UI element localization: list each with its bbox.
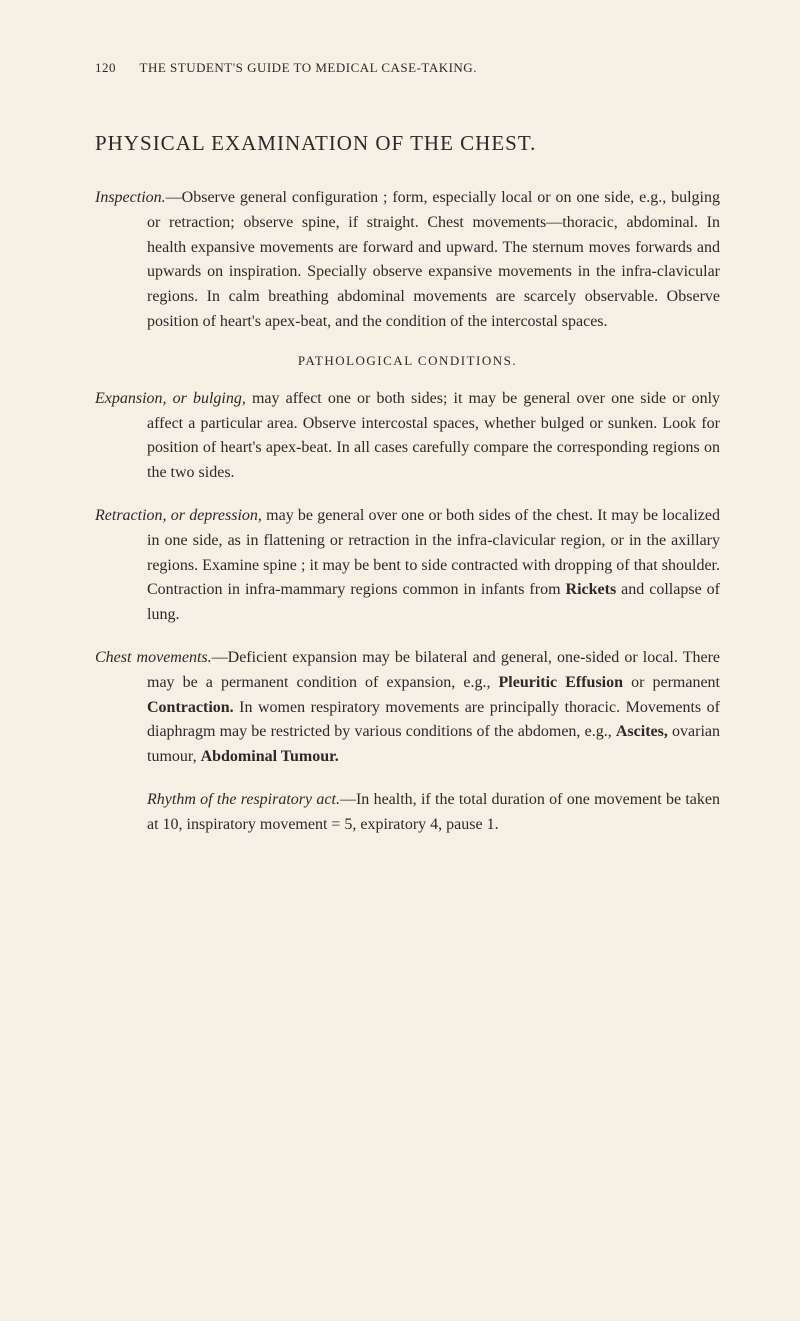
inspection-label: Inspection.	[95, 189, 166, 206]
retraction-section: Retraction, or depression, may be genera…	[95, 504, 720, 628]
chest-movements-bold1: Pleuritic Effusion	[499, 674, 624, 691]
retraction-label: Retraction,	[95, 507, 167, 524]
expansion-section: Expansion, or bulging, may affect one or…	[95, 387, 720, 486]
expansion-label2: or bulging,	[173, 390, 246, 407]
pathological-heading: PATHOLOGICAL CONDITIONS.	[95, 353, 720, 369]
running-header: 120 THE STUDENT'S GUIDE TO MEDICAL CASE-…	[95, 60, 720, 76]
header-title: THE STUDENT'S GUIDE TO MEDICAL CASE-TAKI…	[140, 60, 477, 75]
chest-movements-bold3: Ascites,	[616, 723, 668, 740]
rhythm-section: Rhythm of the respiratory act.—In health…	[95, 788, 720, 838]
expansion-label: Expansion,	[95, 390, 167, 407]
inspection-section: Inspection.—Observe general configuratio…	[95, 186, 720, 335]
main-title: PHYSICAL EXAMINATION OF THE CHEST.	[95, 131, 720, 156]
rhythm-label: Rhythm of the respiratory act.	[147, 791, 340, 808]
chest-movements-label: Chest movements.	[95, 649, 212, 666]
chest-movements-section: Chest movements.—Deficient expansion may…	[95, 646, 720, 770]
chest-movements-bold4: Abdominal Tumour.	[201, 748, 339, 765]
chest-movements-bold2: Contraction.	[147, 699, 234, 716]
inspection-text: —Observe general configuration ; form, e…	[147, 189, 720, 330]
retraction-label2: or depression,	[171, 507, 262, 524]
page-number: 120	[95, 60, 116, 76]
chest-movements-text2: or permanent	[623, 674, 720, 691]
retraction-bold1: Rickets	[566, 581, 617, 598]
